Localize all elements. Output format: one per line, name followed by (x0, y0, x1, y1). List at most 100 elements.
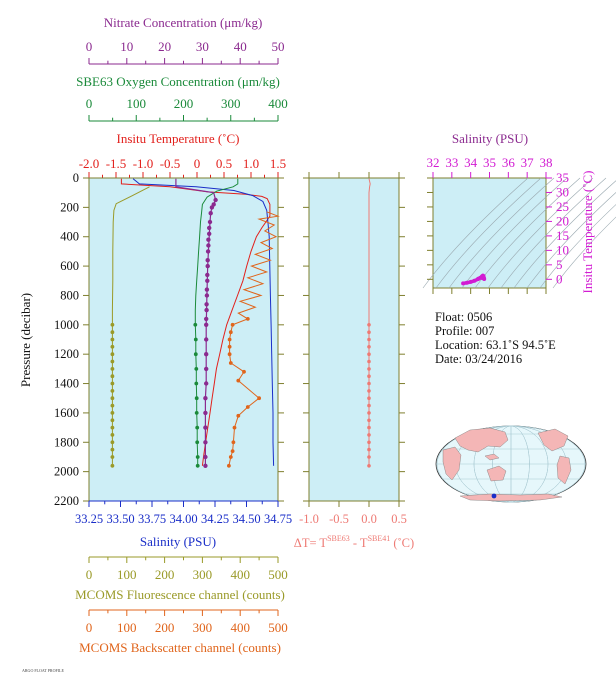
backscatter-sample-point (227, 344, 232, 349)
delta-t-sample-point (367, 359, 371, 364)
ts-salinity-tick-label: 33 (445, 155, 458, 170)
salinity-axis-tick-label: 33.75 (138, 512, 166, 526)
backscatter-sample-point (228, 330, 233, 335)
ts-temperature-tick-label: 30 (556, 184, 569, 199)
backscatter-sample-point (230, 449, 235, 453)
nitrate-sample-point (203, 396, 208, 401)
salinity-axis-tick-label: 34.25 (201, 512, 229, 526)
fluorescence-sample-point (110, 403, 115, 408)
backscatter-sample-point (257, 396, 261, 401)
backscatter-sample-point (236, 413, 241, 418)
fluorescence-sample-point (110, 396, 115, 401)
salinity-axis: 33.25 33.50 33.75 34.00 34.25 34.50 34.75 Sali… (75, 500, 292, 549)
nitrate-sample-point (209, 205, 215, 210)
temperature-axis-tick-label: 0.5 (216, 156, 232, 171)
delta-t-sample-point (367, 403, 371, 408)
ts-salinity-tick-label: 32 (427, 155, 440, 170)
pressure-tick-label: 800 (60, 288, 79, 302)
delta-t-sample-point (367, 425, 371, 430)
backscatter-axis-tick-label: 400 (230, 620, 250, 635)
main-profile-panel: 0 200 400 600 800 1000 1200 1400 1600 1800 2000 220… (18, 171, 405, 508)
fluorescence-sample-point (110, 463, 115, 468)
backscatter-sample-point (230, 322, 235, 327)
delta-t-label-mid: - T (350, 536, 368, 550)
delta-t-sample-point (367, 396, 371, 401)
delta-t-sample-point (367, 418, 371, 423)
fluorescence-sample-point (110, 433, 115, 437)
ts-temperature-tick-label: 5 (556, 257, 563, 272)
salinity-axis-tick-label: 34.50 (232, 512, 260, 526)
backscatter-sample-point (232, 425, 237, 430)
float-info: Float: 0506 Profile: 007 Location: 63.1˚… (435, 310, 556, 366)
backscatter-axis: 0 100 200 300 400 500 MCOMS Backscatter chann… (79, 609, 288, 655)
delta-t-sample-point (367, 352, 371, 357)
fluorescence-sample-point (110, 330, 115, 335)
oxygen-axis-tick-label: 200 (174, 96, 194, 111)
info-date: Date: 03/24/2016 (435, 352, 522, 366)
backscatter-sample-point (228, 361, 233, 365)
delta-t-sample-point (367, 374, 371, 379)
fluorescence-axis: 0 100 200 300 400 500 MCOMS Fluorescence chan… (75, 556, 288, 602)
delta-t-tick-label: -0.5 (329, 512, 349, 526)
delta-t-sample-point (367, 367, 371, 371)
ts-sample-point (482, 277, 487, 281)
oxygen-axis-label: SBE63 Oxygen Concentration (μm/kg) (76, 74, 280, 89)
oxygen-axis-tick-label: 100 (127, 96, 147, 111)
nitrate-sample-point (205, 278, 210, 283)
ts-isopycnal-line (500, 177, 607, 289)
nitrate-sample-point (208, 211, 213, 216)
nitrate-axis-tick-label: 50 (272, 39, 285, 54)
ts-diagram-panel: Salinity (PSU) 32 33 34 35 36 37 38 0510152025… (422, 131, 616, 294)
backscatter-profile-line (228, 211, 280, 466)
delta-t-sample-point (367, 330, 371, 335)
oxygen-sample-point (195, 440, 200, 445)
pressure-tick-label: 400 (60, 230, 79, 244)
land-indonesia (484, 453, 500, 461)
ts-sample-point (461, 281, 466, 286)
oxygen-sample-point (195, 425, 200, 430)
nitrate-sample-point (205, 249, 211, 254)
delta-t-panel: -1.0 -0.5 0.0 0.5 ΔT= TSBE63 - TSBE41 (˚C) (294, 172, 414, 550)
fluorescence-axis-tick-label: 100 (117, 567, 137, 582)
delta-t-axis-label: ΔT= TSBE63 - TSBE41 (˚C) (294, 534, 414, 550)
nitrate-sample-point (205, 263, 210, 269)
ts-temperature-tick-label: 35 (556, 170, 569, 185)
delta-t-sample-point (367, 389, 371, 393)
info-location: Location: 63.1˚S 94.5˚E (435, 338, 556, 352)
ts-isopycnal-line (435, 177, 542, 289)
backscatter-sample-point (242, 369, 246, 374)
delta-t-sample-point (367, 337, 371, 342)
ts-salinity-tick-label: 34 (464, 155, 478, 170)
fluorescence-axis-tick-label: 300 (193, 567, 213, 582)
delta-t-sample-point (367, 440, 371, 445)
nitrate-sample-point (204, 381, 209, 386)
delta-t-sample-point (367, 323, 371, 327)
nitrate-sample-point (203, 463, 208, 468)
nitrate-sample-point (207, 225, 212, 231)
delta-t-sample-point (367, 464, 371, 468)
nitrate-axis-tick-label: 40 (234, 39, 247, 54)
fluorescence-axis-label: MCOMS Fluorescence channel (counts) (75, 587, 285, 602)
delta-t-sample-point (367, 411, 371, 415)
temperature-axis-tick-label: -1.0 (133, 156, 154, 171)
nitrate-sample-point (206, 243, 211, 248)
ts-salinity-tick-label: 38 (540, 155, 553, 170)
ts-isopycnal-line (552, 216, 616, 289)
temperature-axis-tick-label: -1.5 (106, 156, 127, 171)
fluorescence-sample-point (110, 455, 115, 459)
land-antarctica (459, 493, 563, 502)
temperature-axis-label: Insitu Temperature (˚C) (116, 131, 239, 146)
nitrate-sample-point (203, 410, 208, 416)
delta-t-sample-point (367, 381, 371, 386)
delta-t-tick-label: 0.5 (391, 512, 407, 526)
pressure-tick-label: 600 (60, 259, 79, 273)
fluorescence-sample-point (110, 322, 115, 327)
ts-temperature-tick-label: 20 (556, 213, 569, 228)
backscatter-sample-point (228, 455, 233, 459)
oxygen-sample-point (193, 352, 198, 357)
backscatter-axis-tick-label: 300 (193, 620, 213, 635)
float-location-marker (491, 493, 497, 499)
backscatter-axis-tick-label: 200 (155, 620, 175, 635)
fluorescence-sample-point (110, 367, 115, 371)
nitrate-sample-point (204, 337, 209, 342)
